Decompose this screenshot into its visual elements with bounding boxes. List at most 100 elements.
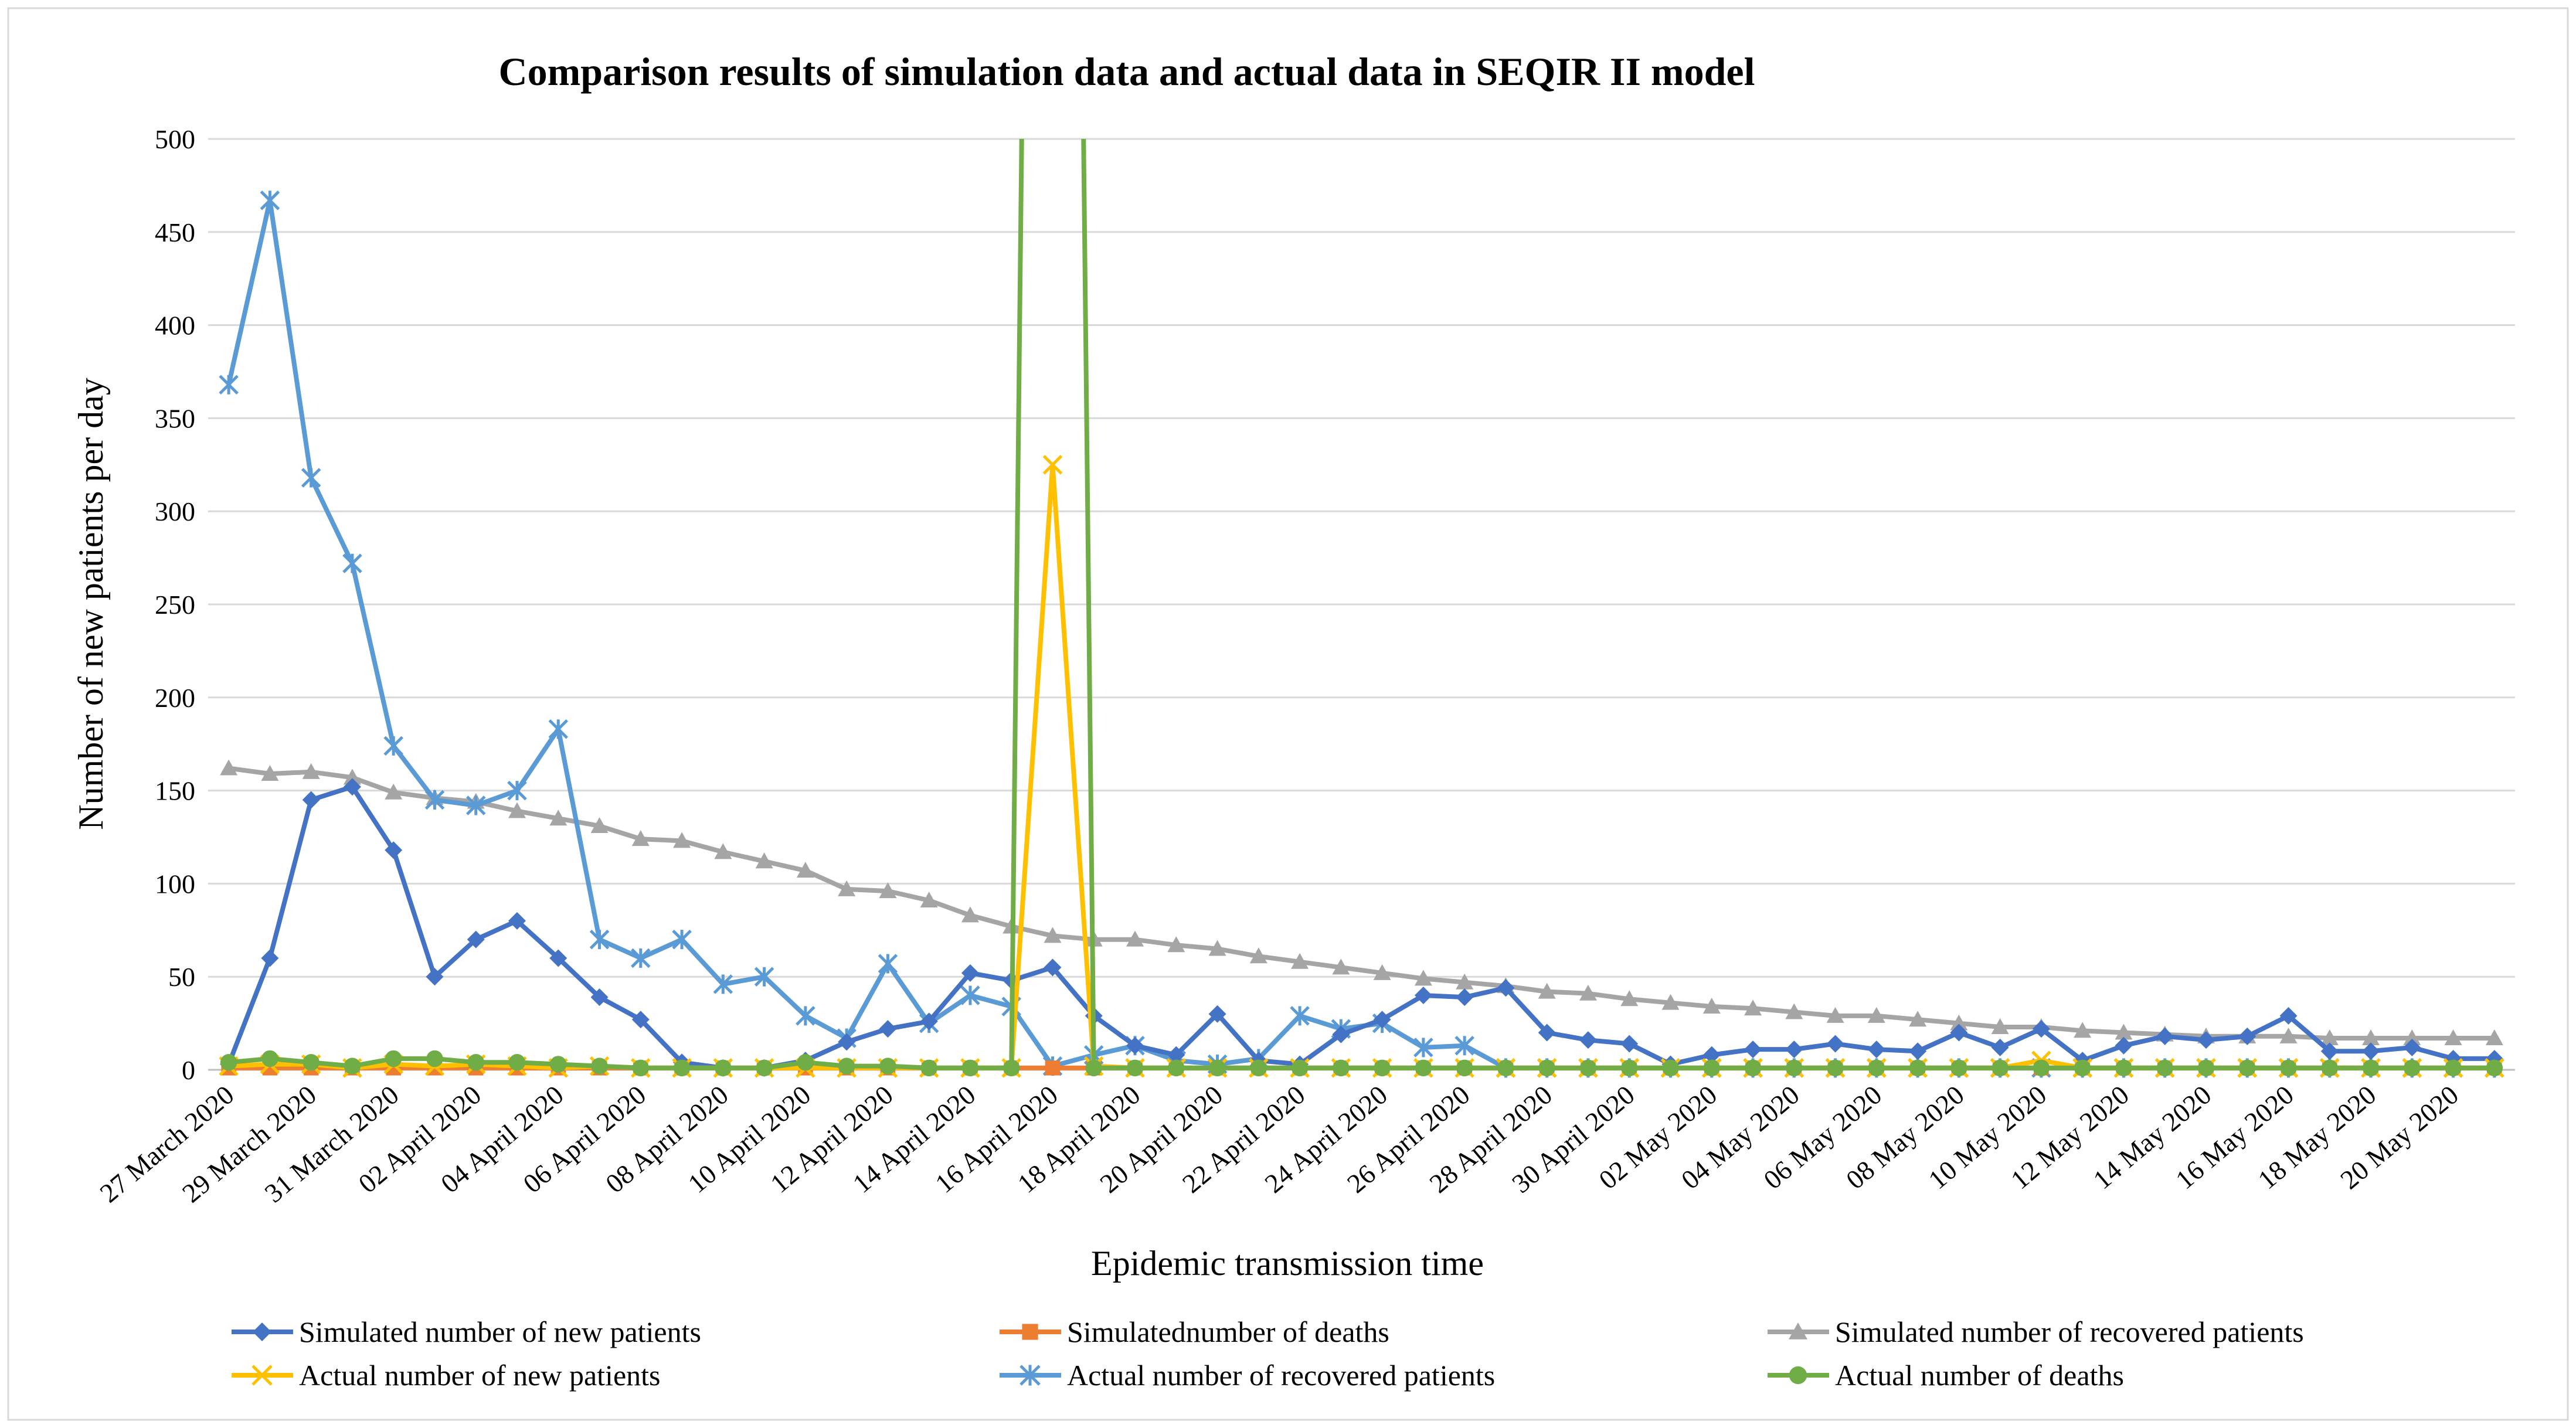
legend-item: Actual number of deaths (1768, 1359, 2124, 1392)
data-point (508, 912, 526, 930)
data-point (1950, 1024, 1968, 1042)
data-point (1867, 1007, 1885, 1023)
legend-label: Simulated number of recovered patients (1835, 1315, 2304, 1348)
data-point (1538, 982, 1556, 999)
data-point (1415, 1059, 1432, 1077)
data-point (1291, 953, 1309, 969)
data-point (2156, 1027, 2174, 1045)
data-point (1497, 1059, 1514, 1077)
data-point (1291, 1059, 1309, 1077)
data-point (1909, 1042, 1927, 1060)
data-point (2404, 1059, 2421, 1077)
data-point (1208, 940, 1226, 956)
data-point (508, 1054, 526, 1071)
data-point (878, 954, 898, 974)
y-tick-label: 500 (155, 124, 195, 154)
legend-swatch-marker (1022, 1324, 1038, 1340)
data-point (2197, 1059, 2215, 1077)
data-point (1662, 1059, 1679, 1077)
legend-label: Actual number of recovered patients (1067, 1359, 1495, 1392)
series-6 (220, 139, 2503, 1077)
data-point (1413, 1038, 1433, 1058)
data-point (2074, 1059, 2091, 1077)
data-point (1538, 1024, 1556, 1042)
data-point (920, 1012, 938, 1031)
data-point (714, 843, 732, 859)
series (219, 139, 2504, 1078)
data-point (2279, 1027, 2298, 1043)
data-point (1250, 1059, 1267, 1077)
data-point (1332, 958, 1350, 975)
data-point (2197, 1031, 2215, 1049)
legend-item: Simulated number of recovered patients (1768, 1315, 2304, 1348)
data-point (2279, 1007, 2298, 1025)
data-point (632, 1059, 650, 1077)
data-point (2032, 1020, 2050, 1038)
series-line (226, 784, 2495, 1070)
data-point (1456, 1059, 1473, 1077)
data-point (343, 769, 361, 785)
data-point (1126, 930, 1144, 947)
data-point (1950, 1014, 1968, 1031)
data-point (754, 967, 774, 987)
data-point (2156, 1059, 2173, 1077)
data-point (715, 1059, 732, 1077)
data-point (631, 1011, 650, 1029)
data-point (2280, 1059, 2297, 1077)
series-line (228, 766, 2495, 1041)
data-point (1867, 1041, 1885, 1059)
data-point (465, 795, 486, 815)
data-point (2362, 1059, 2380, 1077)
data-point (1042, 455, 1063, 475)
data-point (672, 929, 692, 950)
data-point (1044, 927, 1062, 943)
data-point (797, 1054, 814, 1071)
y-tick-label: 250 (155, 590, 195, 620)
data-point (2485, 1029, 2503, 1046)
data-point (2033, 1059, 2050, 1077)
y-tick-label: 350 (155, 403, 195, 433)
data-point (220, 1054, 237, 1071)
data-point (1868, 1059, 1885, 1077)
data-point (1579, 1059, 1597, 1077)
data-point (1045, 1060, 1061, 1076)
data-point (2238, 1027, 2256, 1045)
legend-item: Simulatednumber of deaths (1000, 1315, 1389, 1348)
data-point (2362, 1029, 2380, 1046)
y-tick-label: 150 (155, 776, 195, 806)
data-point (920, 1059, 937, 1077)
data-point (879, 1058, 896, 1075)
data-point (920, 891, 938, 907)
data-point (796, 862, 814, 878)
data-point (1167, 936, 1185, 953)
data-point (2486, 1059, 2503, 1077)
data-point (2444, 1029, 2462, 1046)
data-point (590, 817, 609, 833)
legend-item: Actual number of new patients (232, 1359, 660, 1392)
legend-swatch-marker (1789, 1322, 1807, 1339)
data-point (1456, 973, 1474, 990)
data-point (2321, 1059, 2339, 1077)
y-axis-label: Number of new patients per day (72, 378, 110, 829)
data-point (383, 736, 403, 756)
data-point (1497, 979, 1515, 997)
data-point (1249, 947, 1267, 964)
data-point (2362, 1042, 2380, 1060)
data-point (1992, 1059, 2009, 1077)
data-point (838, 1058, 855, 1075)
data-point (385, 1050, 402, 1067)
data-point (2115, 1024, 2133, 1040)
y-tick-label: 450 (155, 217, 195, 247)
data-point (1991, 1038, 2009, 1056)
data-point (960, 985, 980, 1005)
data-point (1620, 990, 1639, 1007)
data-point (1826, 1035, 1844, 1053)
data-point (1332, 1025, 1350, 1043)
data-point (796, 1006, 815, 1026)
data-point (1744, 1041, 1762, 1059)
data-point (1579, 984, 1597, 1001)
legend-item: Actual number of recovered patients (1000, 1359, 1495, 1392)
data-point (549, 949, 567, 967)
legend: Simulated number of new patients Simulate… (232, 1315, 2304, 1392)
